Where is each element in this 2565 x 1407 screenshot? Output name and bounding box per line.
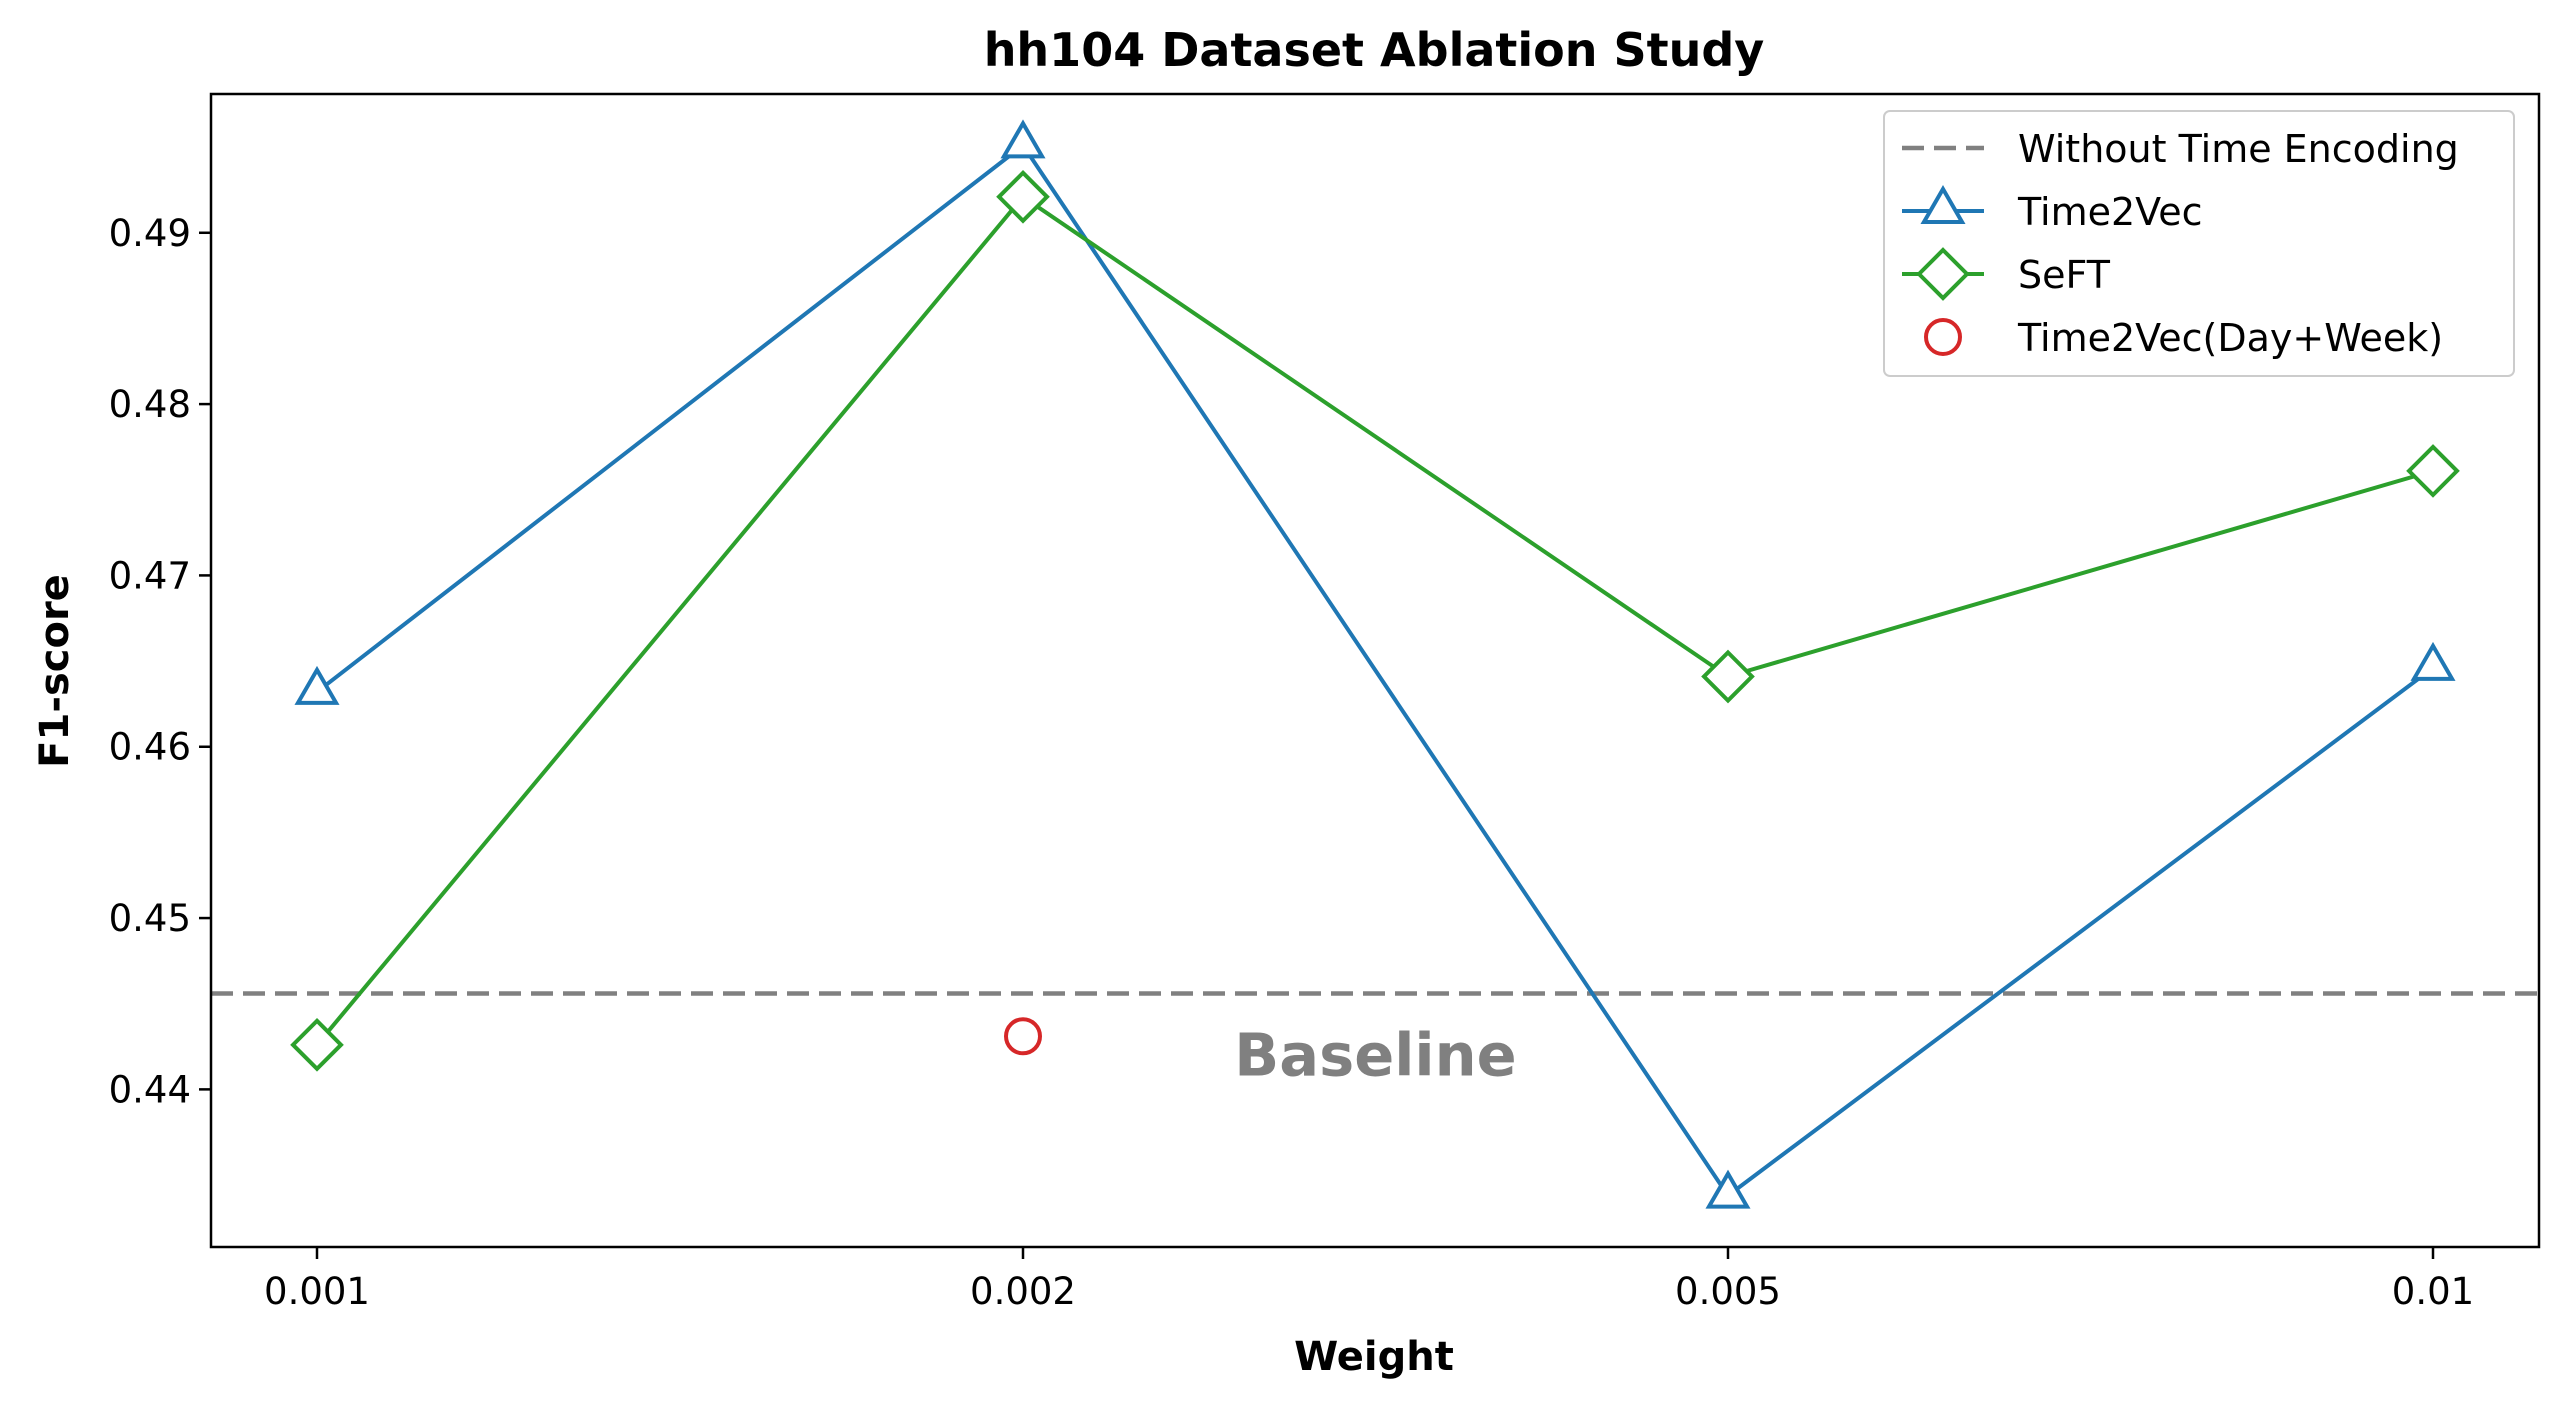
legend-label-time2vec-day-week: Time2Vec(Day+Week) (2017, 316, 2443, 360)
data-point-seft (1701, 649, 1755, 704)
x-tick-label: 0.01 (2392, 1270, 2474, 1313)
data-point-seft (2406, 444, 2460, 498)
x-tick-label: 0.002 (970, 1270, 1076, 1313)
plot-frame (209, 92, 2541, 1249)
y-axis-label: F1-score (32, 574, 78, 768)
x-axis: 0.001 0.002 0.005 0.01 (264, 1247, 2474, 1313)
legend-marker-time2vec (1920, 184, 1966, 224)
x-tick-label: 0.001 (264, 1270, 370, 1313)
data-point-time2vec (2410, 641, 2456, 681)
legend-marker-seft (1916, 247, 1970, 301)
series-line-time2vec (315, 142, 2435, 1199)
annotation-label: Baseline (1234, 1020, 1516, 1089)
y-tick-label: 0.47 (109, 554, 191, 597)
legend-marker-time2vec-day-week (1924, 318, 1962, 356)
data-point-time2vec (294, 665, 340, 705)
x-axis-label: Weight (1294, 1334, 1454, 1380)
y-tick-label: 0.48 (109, 383, 191, 426)
y-tick-label: 0.49 (109, 212, 191, 255)
legend-box (1883, 110, 2515, 377)
data-point-time2vec-day-week (1004, 1017, 1042, 1056)
data-point-seft (996, 169, 1050, 224)
series-line-seft (315, 194, 2434, 1047)
legend-label-seft: SeFT (2018, 253, 2111, 297)
legend-label-without-time-encoding: Without Time Encoding (2018, 127, 2459, 171)
y-tick-label: 0.44 (109, 1068, 191, 1111)
data-point-time2vec (1000, 119, 1046, 159)
legend: Without Time Encoding Time2Vec SeFT Time2Ve… (1883, 110, 2515, 377)
y-tick-label: 0.45 (109, 897, 191, 940)
chart-title: hh104 Dataset Ablation Study (984, 23, 1765, 77)
y-axis: 0.44 0.45 0.46 0.47 0.48 0.49 (109, 212, 211, 1111)
x-tick-label: 0.005 (1675, 1270, 1781, 1313)
legend-label-time2vec: Time2Vec (2017, 190, 2203, 234)
plot-area: Baseline (211, 119, 2539, 1209)
y-tick-label: 0.46 (109, 726, 191, 769)
data-point-time2vec (1705, 1169, 1751, 1209)
data-point-seft (290, 1018, 344, 1072)
